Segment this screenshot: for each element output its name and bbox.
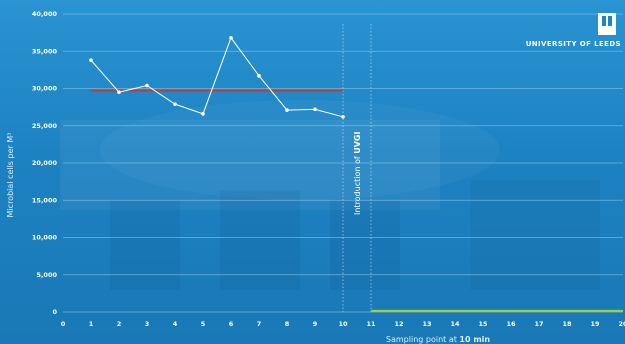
data-point xyxy=(229,36,233,40)
uvgi-annotation-bold: UVGI xyxy=(353,131,362,153)
data-point xyxy=(201,112,205,116)
x-tick-label: 16 xyxy=(506,320,516,328)
uvgi-annotation-prefix: Introduction of xyxy=(353,154,362,215)
data-point xyxy=(285,108,289,112)
y-tick-label: 25,000 xyxy=(32,122,58,130)
x-tick-label: 6 xyxy=(229,320,234,328)
data-point xyxy=(89,58,93,62)
data-point xyxy=(145,83,149,88)
y-tick-label: 35,000 xyxy=(32,47,58,55)
y-tick-label: 5,000 xyxy=(36,271,57,279)
gridlines xyxy=(63,13,623,313)
data-point xyxy=(341,115,345,119)
x-tick-label: 0 xyxy=(61,320,66,328)
series-line xyxy=(90,36,344,118)
divider-lines xyxy=(342,24,372,312)
data-point xyxy=(313,107,317,112)
y-axis-ticks: 0 5,000 10,000 15,000 20,000 25,000 30,000 35,0… xyxy=(32,10,58,316)
x-tick-label: 4 xyxy=(173,320,178,328)
y-tick-label: 40,000 xyxy=(32,10,58,18)
y-axis-label: Microbial cells per M³ xyxy=(6,133,15,218)
y-tick-label: 30,000 xyxy=(32,85,58,93)
x-tick-label: 9 xyxy=(313,320,318,328)
x-tick-label: 14 xyxy=(450,320,460,328)
data-point xyxy=(117,90,121,95)
x-tick-label: 11 xyxy=(366,320,376,328)
x-tick-label: 5 xyxy=(201,320,206,328)
x-tick-label: 15 xyxy=(478,320,488,328)
university-shield-icon xyxy=(598,13,616,35)
university-logo-text: UNIVERSITY OF LEEDS xyxy=(525,40,621,48)
data-point xyxy=(173,102,177,106)
reference-lines xyxy=(91,89,623,313)
x-tick-label: 7 xyxy=(257,320,262,328)
x-axis-label-bold: 10 min xyxy=(459,335,490,344)
x-tick-label: 8 xyxy=(285,320,290,328)
x-tick-label: 10 xyxy=(338,320,348,328)
x-tick-label: 3 xyxy=(145,320,150,328)
series-group xyxy=(89,36,345,119)
uvgi-annotation: Introduction of UVGI xyxy=(353,131,362,215)
x-axis-label-prefix: Sampling point at xyxy=(386,335,460,344)
data-point xyxy=(257,74,261,78)
x-tick-label: 19 xyxy=(590,320,600,328)
x-axis-ticks: 01234567891011121314151617181920 xyxy=(61,320,625,328)
x-tick-label: 12 xyxy=(394,320,403,328)
x-tick-label: 1 xyxy=(89,320,94,328)
x-tick-label: 13 xyxy=(422,320,431,328)
x-tick-label: 18 xyxy=(562,320,572,328)
x-tick-label: 17 xyxy=(534,320,543,328)
y-tick-label: 20,000 xyxy=(32,159,58,167)
y-tick-label: 15,000 xyxy=(32,196,58,204)
x-tick-label: 20 xyxy=(618,320,625,328)
y-tick-label: 0 xyxy=(52,308,57,316)
x-axis-label: Sampling point at 10 min xyxy=(386,335,491,344)
y-tick-label: 10,000 xyxy=(32,234,58,242)
x-tick-label: 2 xyxy=(117,320,122,328)
